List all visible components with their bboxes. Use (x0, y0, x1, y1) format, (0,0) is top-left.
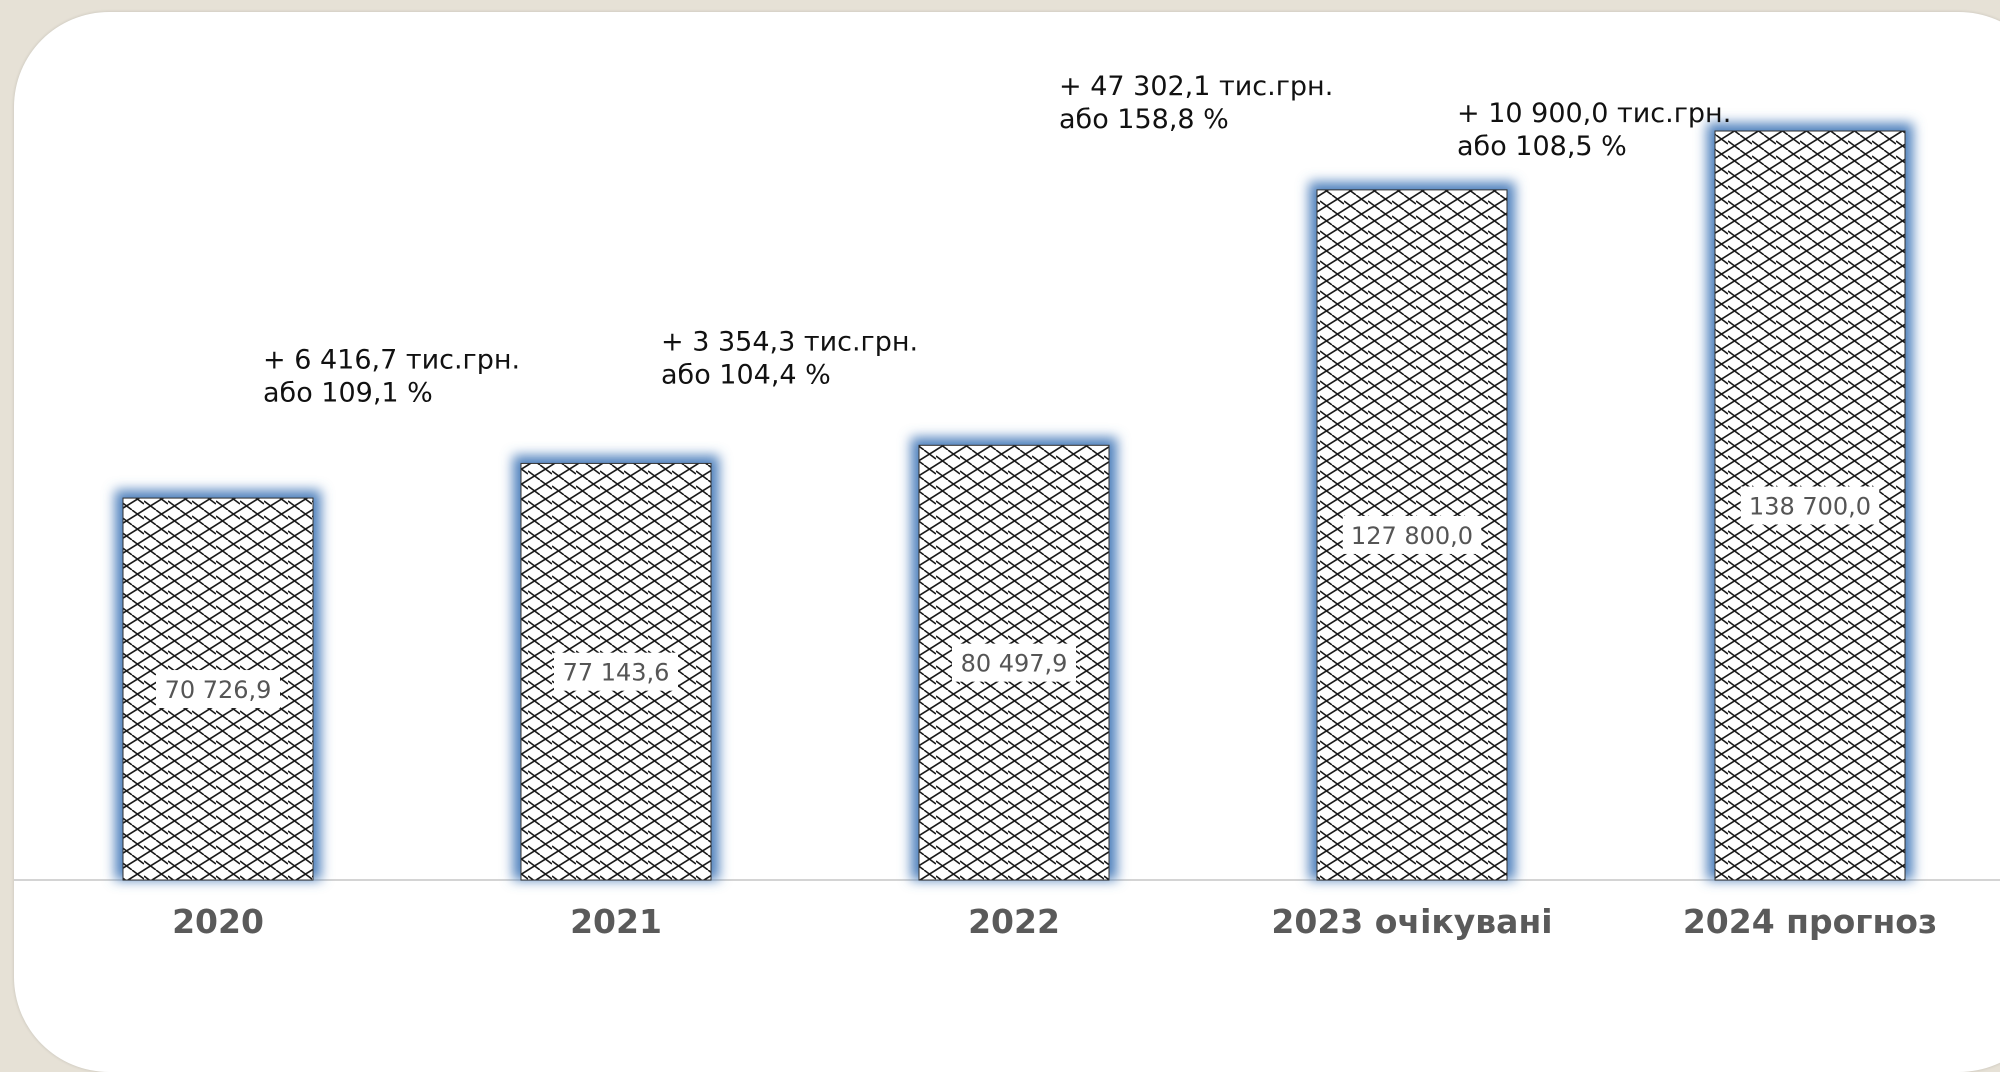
annotation-percent-1: або 104,4 % (661, 359, 831, 390)
value-label-3: 127 800,0 (1351, 522, 1473, 550)
value-label-bg-3 (1342, 515, 1482, 554)
category-label-0: 2020 (172, 902, 264, 941)
annotation-percent-3: або 108,5 % (1457, 131, 1627, 162)
annotation-change-0: + 6 416,7 тис.грн. (263, 344, 520, 375)
annotation-change-3: + 10 900,0 тис.грн. (1457, 98, 1731, 129)
value-label-bg-1 (554, 652, 678, 691)
category-label-2: 2022 (968, 902, 1060, 941)
annotation-percent-0: або 109,1 % (263, 377, 433, 408)
category-label-3: 2023 очікувані (1271, 902, 1552, 941)
value-label-bg-0 (156, 670, 280, 709)
bar-chart: 70 726,9 77 143,6 80 497,9 127 800,0 138 700… (14, 71, 2000, 941)
value-label-bg-4 (1740, 486, 1880, 525)
category-label-1: 2021 (570, 902, 662, 941)
value-label-4: 138 700,0 (1749, 493, 1871, 521)
annotation-change-2: + 47 302,1 тис.грн. (1059, 71, 1333, 102)
value-label-2: 80 497,9 (961, 650, 1068, 678)
value-label-bg-2 (952, 643, 1076, 682)
value-label-1: 77 143,6 (563, 659, 670, 687)
value-label-0: 70 726,9 (165, 676, 272, 704)
annotation-percent-2: або 158,8 % (1059, 104, 1229, 135)
category-label-4: 2024 прогноз (1683, 902, 1937, 941)
annotation-change-1: + 3 354,3 тис.грн. (661, 326, 918, 357)
